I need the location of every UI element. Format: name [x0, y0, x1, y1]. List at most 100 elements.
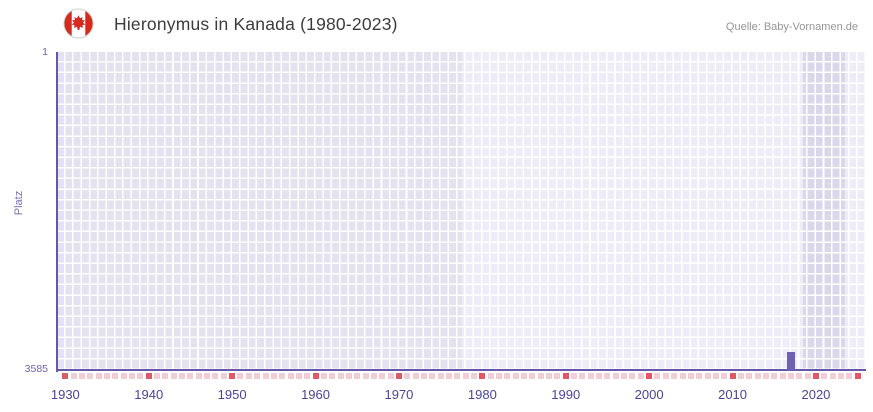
x-tick-label: 1980	[467, 387, 497, 402]
year-marker	[304, 373, 311, 379]
year-marker-red	[395, 373, 402, 379]
year-marker	[445, 373, 452, 379]
year-marker	[220, 373, 227, 379]
year-marker	[604, 373, 611, 379]
year-marker	[671, 373, 678, 379]
x-tick-label: 2000	[634, 387, 664, 402]
year-marker-strip	[57, 373, 866, 379]
source-credit: Quelle: Baby-Vornamen.de	[725, 21, 858, 33]
year-marker	[279, 373, 286, 379]
year-marker	[737, 373, 744, 379]
year-marker	[746, 373, 753, 379]
year-marker	[712, 373, 719, 379]
year-marker	[412, 373, 419, 379]
year-marker	[512, 373, 519, 379]
year-marker-red	[812, 373, 819, 379]
year-marker	[137, 373, 144, 379]
year-marker-red	[646, 373, 653, 379]
rank-bar[interactable]	[786, 351, 796, 370]
year-marker	[521, 373, 528, 379]
year-marker	[612, 373, 619, 379]
x-tick-label: 1940	[134, 387, 164, 402]
year-marker	[287, 373, 294, 379]
year-marker	[621, 373, 628, 379]
year-marker-red	[62, 373, 69, 379]
year-marker	[204, 373, 211, 379]
year-marker-red	[312, 373, 319, 379]
year-marker	[154, 373, 161, 379]
year-marker	[696, 373, 703, 379]
grid-lines	[57, 52, 866, 370]
x-tick-label: 1930	[50, 387, 80, 402]
year-marker	[254, 373, 261, 379]
year-marker	[704, 373, 711, 379]
x-tick-label: 1990	[551, 387, 581, 402]
year-marker	[629, 373, 636, 379]
year-marker	[270, 373, 277, 379]
year-marker	[679, 373, 686, 379]
y-tick-bottom: 3585	[24, 363, 48, 375]
year-marker	[262, 373, 269, 379]
year-marker	[170, 373, 177, 379]
year-marker	[487, 373, 494, 379]
year-marker	[804, 373, 811, 379]
year-marker	[295, 373, 302, 379]
x-tick-label: 2020	[801, 387, 831, 402]
year-marker	[829, 373, 836, 379]
year-marker	[754, 373, 761, 379]
year-marker	[587, 373, 594, 379]
year-marker	[354, 373, 361, 379]
year-marker	[771, 373, 778, 379]
y-axis-title: Platz	[13, 190, 25, 216]
year-marker	[245, 373, 252, 379]
year-marker-red	[562, 373, 569, 379]
year-marker	[687, 373, 694, 379]
year-marker	[846, 373, 853, 379]
year-marker	[787, 373, 794, 379]
year-marker	[537, 373, 544, 379]
year-marker	[87, 373, 94, 379]
x-tick-label: 1950	[217, 387, 247, 402]
y-tick-top: 1	[42, 46, 48, 58]
year-marker	[404, 373, 411, 379]
x-tick-label: 1970	[384, 387, 414, 402]
year-marker	[837, 373, 844, 379]
year-marker-red	[729, 373, 736, 379]
year-marker-red	[479, 373, 486, 379]
year-marker	[654, 373, 661, 379]
year-marker	[212, 373, 219, 379]
year-marker	[462, 373, 469, 379]
year-marker	[471, 373, 477, 379]
year-marker	[821, 373, 828, 379]
year-marker-red	[854, 373, 861, 379]
year-marker	[187, 373, 194, 379]
plot-area	[57, 52, 866, 370]
year-marker	[112, 373, 119, 379]
year-marker	[179, 373, 186, 379]
year-marker	[662, 373, 669, 379]
x-axis-line	[56, 369, 866, 371]
year-marker	[370, 373, 377, 379]
year-marker-red	[145, 373, 152, 379]
year-marker	[379, 373, 386, 379]
year-marker	[120, 373, 127, 379]
y-axis-line	[56, 52, 58, 372]
year-marker	[496, 373, 503, 379]
year-marker	[571, 373, 578, 379]
year-marker	[554, 373, 561, 379]
year-marker	[95, 373, 102, 379]
year-marker	[796, 373, 803, 379]
year-marker	[420, 373, 427, 379]
canada-flag-icon	[63, 8, 94, 39]
year-marker	[504, 373, 511, 379]
year-marker	[237, 373, 244, 379]
year-marker	[329, 373, 336, 379]
year-marker	[320, 373, 327, 379]
year-marker	[762, 373, 769, 379]
year-marker	[79, 373, 86, 379]
chart-title: Hieronymus in Kanada (1980-2023)	[114, 14, 398, 34]
year-marker	[104, 373, 111, 379]
year-marker	[195, 373, 202, 379]
year-marker-red	[229, 373, 236, 379]
year-marker	[362, 373, 369, 379]
